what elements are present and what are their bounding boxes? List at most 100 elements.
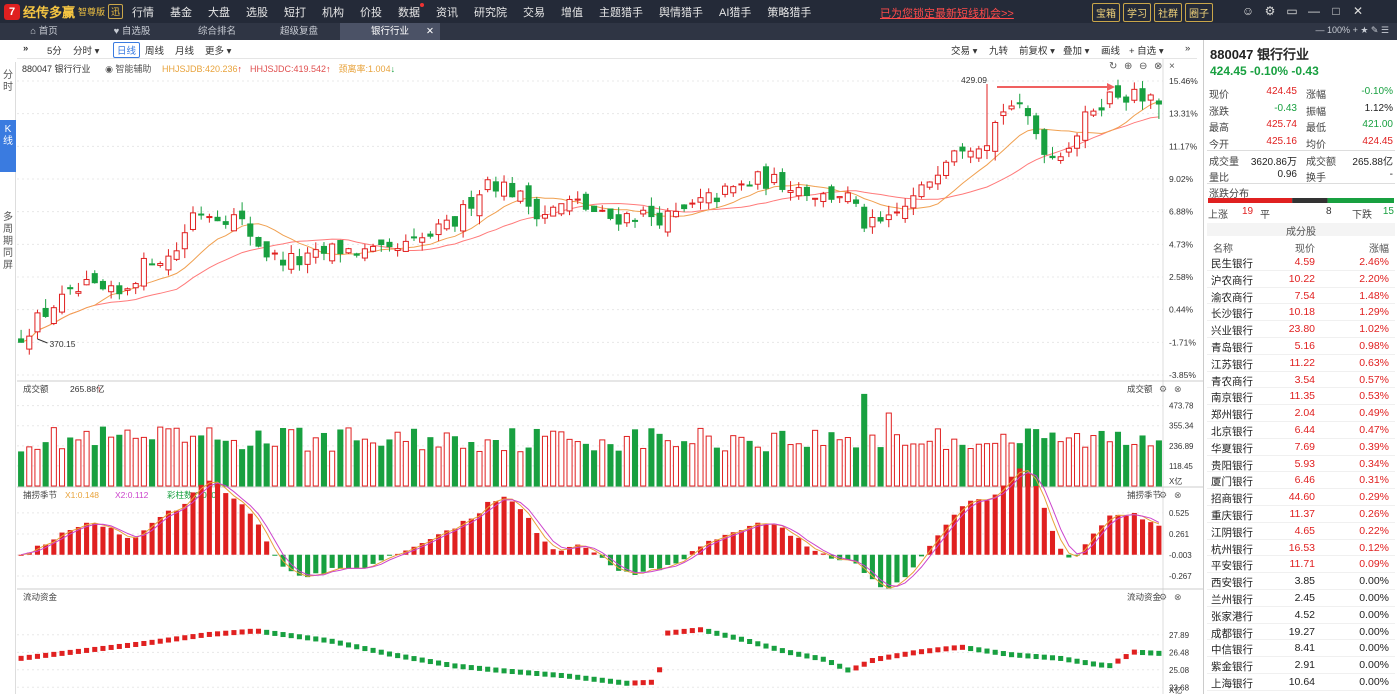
constituent-row[interactable]: 华夏银行 7.69 0.39%: [1207, 439, 1395, 456]
constituent-row[interactable]: 江苏银行 11.22 0.63%: [1207, 355, 1395, 372]
constituent-row[interactable]: 厦门银行 6.46 0.31%: [1207, 472, 1395, 490]
menu-item[interactable]: 价投: [360, 6, 382, 19]
menu-item[interactable]: 资讯: [436, 6, 458, 19]
gear-icon[interactable]: ⚙: [1264, 4, 1276, 18]
top-button[interactable]: 学习: [1123, 3, 1151, 22]
period-button[interactable]: 周线: [145, 46, 165, 57]
volume-bar: [648, 428, 655, 487]
chart-area[interactable]: 15.46% 13.31% 11.17% 9.02% 6.88% 4.73% 2.58% 0.…: [17, 59, 1203, 694]
constituent-row[interactable]: 郑州银行 2.04 0.49%: [1207, 405, 1395, 422]
menu-item[interactable]: 大盘: [208, 6, 230, 19]
indicator1-pane[interactable]: 捕捞季节捕捞季节⚙⊗X1:0.148X2:0.112彩柱数:0.0000.525…: [17, 468, 1203, 590]
close-icon[interactable]: ✕: [1352, 4, 1364, 18]
tab-3[interactable]: 超级复盘: [258, 23, 340, 40]
constituent-row[interactable]: 平安银行 11.71 0.09%: [1207, 556, 1395, 574]
constituent-row[interactable]: 渝农商行 7.54 1.48%: [1207, 288, 1395, 305]
menu-item[interactable]: 短打: [284, 6, 306, 19]
menu-item[interactable]: 主题猎手: [599, 6, 643, 19]
tab-0[interactable]: ⌂ 首页: [0, 23, 88, 40]
col-price[interactable]: 现价: [1295, 244, 1315, 255]
menu-item[interactable]: 选股: [246, 6, 268, 19]
period-button[interactable]: 日线: [113, 42, 141, 58]
menu-item[interactable]: 策略猎手: [767, 6, 812, 19]
menu-item[interactable]: 基金: [170, 6, 192, 19]
constituent-row[interactable]: 江阴银行 4.65 0.22%: [1207, 523, 1395, 540]
constituent-row[interactable]: 招商银行 44.60 0.29%: [1207, 489, 1395, 506]
refresh-icon[interactable]: ↻: [1109, 61, 1117, 72]
maximize-icon[interactable]: □: [1332, 4, 1340, 18]
pane-close-icon[interactable]: ⊗: [1174, 592, 1182, 602]
collapse-panel-icon[interactable]: »: [1185, 43, 1191, 54]
window-icon[interactable]: ▭: [1286, 4, 1298, 18]
close-icon[interactable]: ×: [1169, 61, 1175, 72]
constituent-row[interactable]: 成都银行 19.27 0.00%: [1207, 624, 1395, 641]
menu-item[interactable]: AI猎手: [719, 6, 752, 19]
top-button[interactable]: 社群: [1154, 3, 1182, 22]
menu-item[interactable]: 舆情猎手: [659, 6, 703, 19]
constituent-row[interactable]: 北京银行 6.44 0.47%: [1207, 422, 1395, 439]
pane-settings-icon[interactable]: ⚙: [1159, 592, 1167, 602]
tool-button[interactable]: 画线: [1101, 46, 1121, 57]
pane-close-icon[interactable]: ⊗: [1174, 490, 1182, 500]
menu-item[interactable]: 增值: [561, 6, 583, 19]
zoom-in-icon[interactable]: ⊕: [1124, 61, 1132, 72]
period-button[interactable]: 5分: [47, 46, 62, 57]
tool-button[interactable]: + 自选 ▾: [1129, 46, 1164, 57]
zoom-out-icon[interactable]: ⊖: [1139, 61, 1147, 72]
volume-pane[interactable]: 成交额 成交额 ⚙ ⊗ 265.88亿↑ 473.78 355.34 236.89 118.45…: [17, 380, 1203, 487]
user-icon[interactable]: ☺: [1241, 4, 1255, 18]
constituent-row[interactable]: 紫金银行 2.91 0.00%: [1207, 657, 1395, 674]
pane-settings-icon[interactable]: ⚙: [1159, 384, 1167, 394]
side-nav-2[interactable]: 多周期同屏: [0, 208, 16, 288]
tab-1[interactable]: ♥ 自选股: [88, 23, 176, 40]
constituent-row[interactable]: 南京银行 11.35 0.53%: [1207, 388, 1395, 406]
assist-toggle[interactable]: ◉ 智能辅助: [105, 64, 152, 74]
app-logo[interactable]: 7 经传多赢 智尊版 迅: [4, 3, 124, 20]
constituent-row[interactable]: 上海银行 10.64 0.00%: [1207, 674, 1395, 691]
minimize-icon[interactable]: —: [1308, 4, 1320, 18]
constituent-row[interactable]: 贵阳银行 5.93 0.34%: [1207, 456, 1395, 473]
menu-item[interactable]: 数据: [398, 2, 424, 20]
menu-item[interactable]: 机构: [322, 6, 344, 19]
pane-settings-icon[interactable]: ⚙: [1159, 490, 1167, 500]
tool-button[interactable]: 前复权 ▾: [1019, 46, 1055, 57]
period-button[interactable]: 分时 ▾: [73, 46, 100, 57]
col-change[interactable]: 涨幅: [1369, 244, 1389, 255]
constituent-row[interactable]: 沪农商行 10.22 2.20%: [1207, 271, 1395, 288]
constituent-row[interactable]: 兰州银行 2.45 0.00%: [1207, 590, 1395, 607]
price-pane[interactable]: 15.46% 13.31% 11.17% 9.02% 6.88% 4.73% 2.58% 0.…: [17, 75, 1198, 380]
menu-item[interactable]: 研究院: [474, 6, 507, 19]
period-button[interactable]: 月线: [175, 46, 195, 57]
pane-close-icon[interactable]: ⊗: [1174, 384, 1182, 394]
tab-2[interactable]: 综合排名: [176, 23, 258, 40]
constituent-row[interactable]: 西安银行 3.85 0.00%: [1207, 573, 1395, 590]
indicator2-mark: [100, 645, 106, 651]
menu-item[interactable]: 行情: [132, 6, 154, 19]
constituent-row[interactable]: 中信银行 8.41 0.00%: [1207, 640, 1395, 658]
expand-icon[interactable]: »: [23, 43, 29, 54]
close-tab-icon[interactable]: ✕: [426, 26, 434, 37]
constituent-row[interactable]: 杭州银行 16.53 0.12%: [1207, 540, 1395, 557]
settings-icon[interactable]: ⊗: [1154, 61, 1162, 72]
menu-item[interactable]: 交易: [523, 6, 545, 19]
constituent-row[interactable]: 张家港行 4.52 0.00%: [1207, 607, 1395, 624]
constituent-row[interactable]: 重庆银行 11.37 0.26%: [1207, 506, 1395, 523]
constituent-row[interactable]: 青农商行 3.54 0.57%: [1207, 372, 1395, 389]
tool-button[interactable]: 九转: [989, 46, 1009, 57]
zoom-controls[interactable]: — 100% + ★ ✎ ☰: [1315, 25, 1389, 35]
col-name[interactable]: 名称: [1213, 244, 1233, 255]
tool-button[interactable]: 叠加 ▾: [1063, 46, 1090, 57]
side-nav-1[interactable]: K线: [0, 120, 16, 172]
tab-4[interactable]: 银行行业 ✕: [340, 23, 440, 40]
constituent-row[interactable]: 长沙银行 10.18 1.29%: [1207, 304, 1395, 322]
tool-button[interactable]: 交易 ▾: [951, 46, 978, 57]
top-button[interactable]: 宝箱: [1092, 3, 1120, 22]
constituent-row[interactable]: 青岛银行 5.16 0.98%: [1207, 338, 1395, 355]
top-button[interactable]: 圈子: [1185, 3, 1213, 22]
constituent-row[interactable]: 民生银行 4.59 2.46%: [1207, 254, 1395, 271]
period-button[interactable]: 更多 ▾: [205, 46, 232, 57]
promo-link[interactable]: 已为您锁定最新短线机会>>: [880, 8, 1014, 20]
side-nav-0[interactable]: 分时: [0, 66, 16, 96]
constituent-row[interactable]: 兴业银行 23.80 1.02%: [1207, 321, 1395, 338]
